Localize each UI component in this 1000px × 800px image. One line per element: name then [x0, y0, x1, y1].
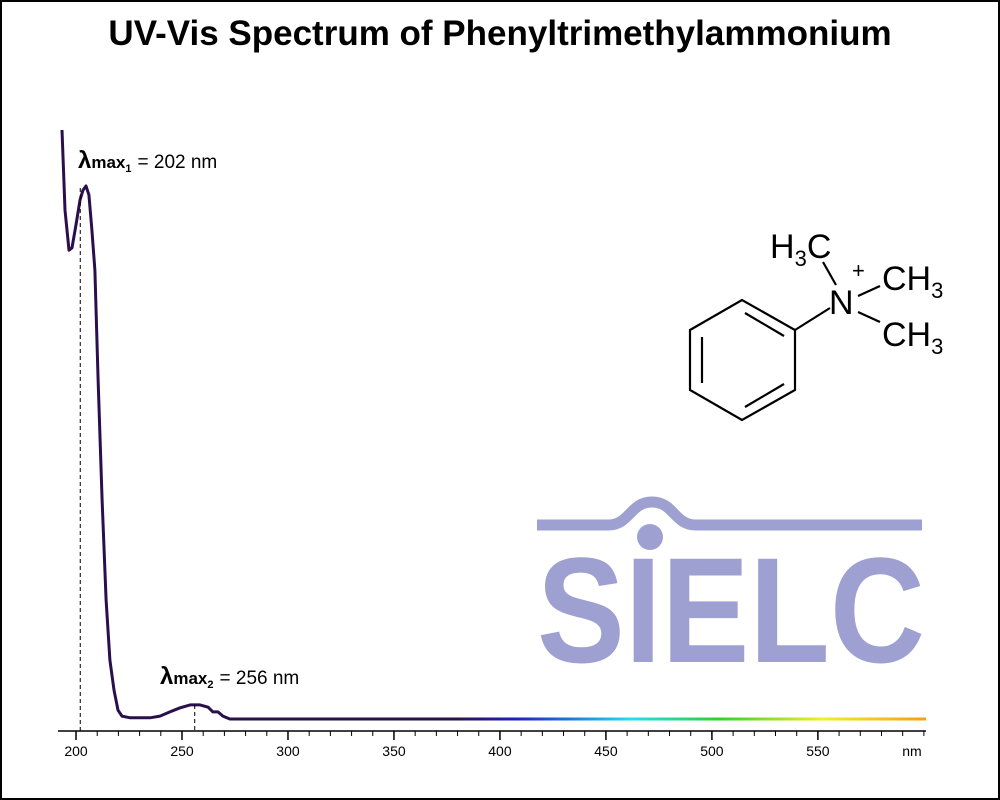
x-tick-label: 500: [700, 743, 724, 759]
lambda-sub: max: [91, 153, 126, 172]
peak-label: λmax2 = 256 nm: [160, 663, 299, 691]
bond: [857, 310, 881, 324]
x-tick-label: 300: [276, 743, 300, 759]
atom: H: [770, 228, 795, 266]
logo-wave: [537, 496, 922, 531]
lambda: λ: [78, 147, 91, 174]
peak-value: = 256 nm: [220, 668, 300, 689]
atom: CH: [882, 316, 931, 354]
methyl: H3C: [770, 228, 831, 271]
double-bond: [744, 312, 785, 337]
double-bond: [744, 383, 785, 408]
lambda-index: 1: [125, 163, 131, 175]
peak-label: λmax1 = 202 nm: [78, 147, 217, 175]
structure-labels: N + H3C CH3 CH3: [770, 228, 943, 359]
subscript: 3: [931, 278, 943, 303]
x-axis-label: nm: [902, 743, 921, 759]
x-tick-label: 250: [170, 743, 194, 759]
x-tick-label: 450: [594, 743, 618, 759]
bond: [822, 261, 837, 286]
peak-value: = 202 nm: [138, 152, 218, 173]
subscript: 3: [795, 246, 807, 271]
bond: [857, 284, 881, 298]
atom: C: [807, 228, 832, 266]
x-tick-label: 550: [806, 743, 830, 759]
logo-text: SIELC: [537, 526, 925, 694]
logo-dot: [637, 524, 663, 550]
structure: [688, 261, 881, 422]
x-tick-label: 400: [488, 743, 512, 759]
chart-title: UV-Vis Spectrum of Phenyltrimethylammoni…: [108, 14, 891, 53]
benzene-ring: [688, 298, 797, 422]
x-tick-label: 200: [64, 743, 88, 759]
atom-n: N: [829, 284, 854, 322]
lambda: λ: [160, 663, 173, 690]
logo: SIELC: [537, 496, 925, 694]
spectrum-line: [60, 129, 926, 721]
methyl: CH3: [882, 260, 943, 303]
methyl: CH3: [882, 316, 943, 359]
lambda-index: 2: [207, 679, 213, 691]
bond: [794, 307, 831, 331]
x-tick-label: 350: [382, 743, 406, 759]
subscript: 3: [931, 334, 943, 359]
lambda-sub: max: [173, 669, 208, 688]
atom: CH: [882, 260, 931, 298]
charge: +: [852, 258, 865, 283]
